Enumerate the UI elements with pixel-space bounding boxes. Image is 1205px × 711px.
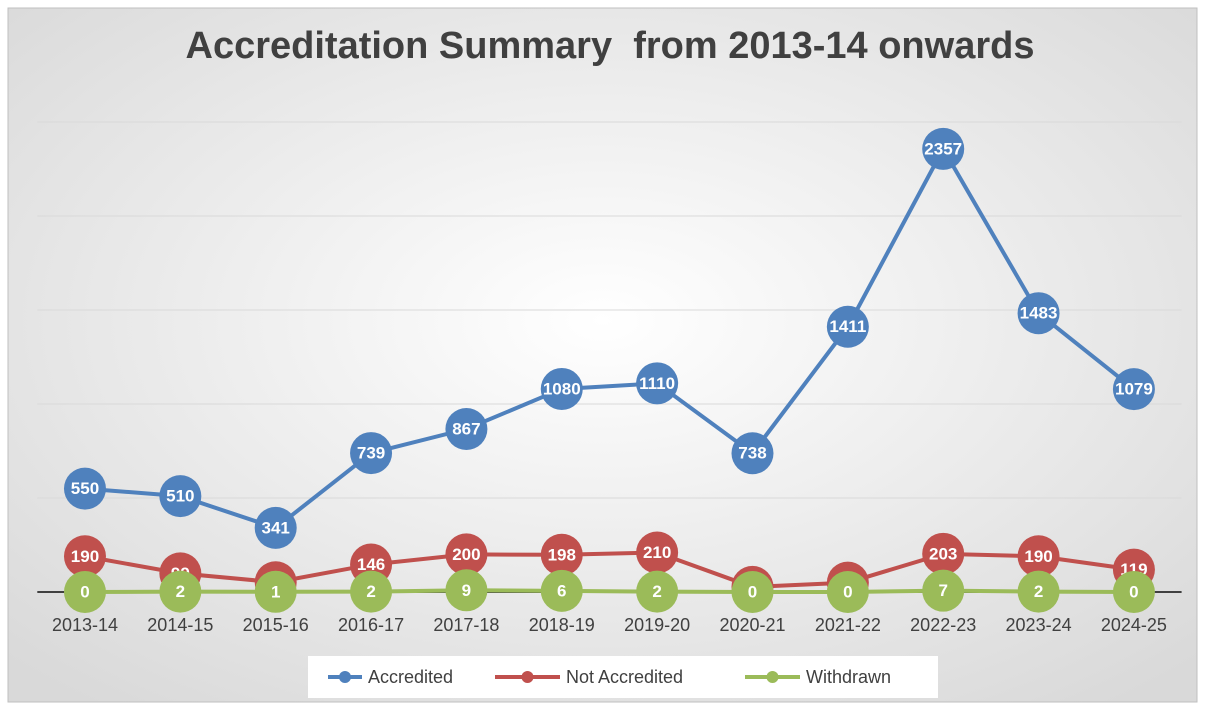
data-label: 1411 bbox=[829, 317, 866, 336]
data-label: 0 bbox=[80, 582, 89, 601]
data-label: 2 bbox=[176, 582, 185, 601]
legend-label: Not Accredited bbox=[566, 667, 683, 687]
x-tick-label: 2021-22 bbox=[815, 615, 881, 635]
legend-marker bbox=[521, 671, 534, 683]
data-label: 0 bbox=[1129, 582, 1138, 601]
x-tick-label: 2014-15 bbox=[147, 615, 213, 635]
marker bbox=[445, 408, 488, 451]
x-tick-label: 2015-16 bbox=[243, 615, 309, 635]
data-label: 1079 bbox=[1115, 380, 1153, 399]
x-tick-label: 2013-14 bbox=[52, 615, 118, 635]
marker bbox=[445, 569, 488, 612]
data-label: 550 bbox=[71, 479, 99, 498]
x-tick-label: 2023-24 bbox=[1006, 615, 1072, 635]
marker bbox=[540, 367, 583, 410]
data-label: 190 bbox=[71, 547, 99, 566]
data-label: 200 bbox=[452, 545, 480, 564]
data-label: 2 bbox=[366, 582, 375, 601]
data-label: 739 bbox=[357, 444, 385, 463]
x-tick-label: 2017-18 bbox=[433, 615, 499, 635]
x-tick-label: 2016-17 bbox=[338, 615, 404, 635]
data-label: 0 bbox=[748, 582, 757, 601]
marker bbox=[922, 127, 965, 170]
data-label: 510 bbox=[166, 487, 194, 506]
marker bbox=[636, 531, 679, 574]
marker bbox=[540, 533, 583, 576]
legend-marker bbox=[339, 671, 351, 683]
data-label: 2 bbox=[652, 582, 661, 601]
x-tick-label: 2018-19 bbox=[529, 615, 595, 635]
marker bbox=[922, 532, 965, 575]
data-label: 6 bbox=[557, 581, 566, 600]
data-label: 1080 bbox=[543, 379, 581, 398]
marker bbox=[826, 305, 869, 348]
data-label: 1483 bbox=[1020, 304, 1058, 323]
marker bbox=[636, 362, 679, 405]
x-tick-label: 2020-21 bbox=[719, 615, 785, 635]
marker bbox=[63, 467, 106, 510]
marker bbox=[350, 432, 393, 475]
chart-area bbox=[7, 7, 1198, 703]
legend-marker bbox=[766, 671, 779, 683]
x-tick-label: 2019-20 bbox=[624, 615, 690, 635]
data-label: 341 bbox=[262, 518, 290, 537]
data-label: 2357 bbox=[924, 139, 962, 158]
data-label: 146 bbox=[357, 555, 385, 574]
marker bbox=[254, 506, 297, 549]
x-tick-label: 2022-23 bbox=[910, 615, 976, 635]
data-label: 7 bbox=[938, 581, 947, 600]
data-label: 1 bbox=[271, 582, 280, 601]
data-label: 198 bbox=[548, 545, 576, 564]
marker bbox=[254, 570, 297, 613]
marker bbox=[540, 569, 583, 612]
marker bbox=[1017, 570, 1060, 613]
legend-label: Accredited bbox=[368, 667, 453, 687]
marker bbox=[826, 571, 869, 613]
series-line bbox=[84, 588, 1134, 594]
data-label: 0 bbox=[843, 582, 852, 601]
data-label: 2 bbox=[1034, 582, 1043, 601]
marker bbox=[1112, 368, 1155, 411]
marker bbox=[731, 432, 774, 475]
marker bbox=[1017, 535, 1060, 578]
x-tick-label: 2024-25 bbox=[1101, 615, 1167, 635]
data-label: 867 bbox=[452, 419, 480, 438]
marker bbox=[1017, 292, 1060, 335]
marker bbox=[63, 571, 106, 613]
marker bbox=[636, 570, 679, 613]
marker bbox=[731, 571, 774, 613]
data-label: 738 bbox=[738, 444, 766, 463]
marker bbox=[445, 533, 488, 576]
chart-title: Accreditation Summary from 2013-14 onwar… bbox=[186, 25, 1035, 67]
data-label: 210 bbox=[643, 543, 671, 562]
legend-label: Withdrawn bbox=[806, 667, 891, 687]
marker bbox=[159, 570, 202, 613]
data-label: 203 bbox=[929, 544, 957, 563]
data-label: 9 bbox=[462, 581, 471, 600]
marker bbox=[922, 569, 965, 612]
marker bbox=[159, 475, 202, 518]
data-label: 190 bbox=[1024, 547, 1052, 566]
legend-box bbox=[308, 656, 938, 698]
marker bbox=[63, 535, 106, 578]
marker bbox=[350, 570, 393, 613]
marker bbox=[1112, 571, 1155, 613]
data-label: 1110 bbox=[639, 374, 675, 393]
